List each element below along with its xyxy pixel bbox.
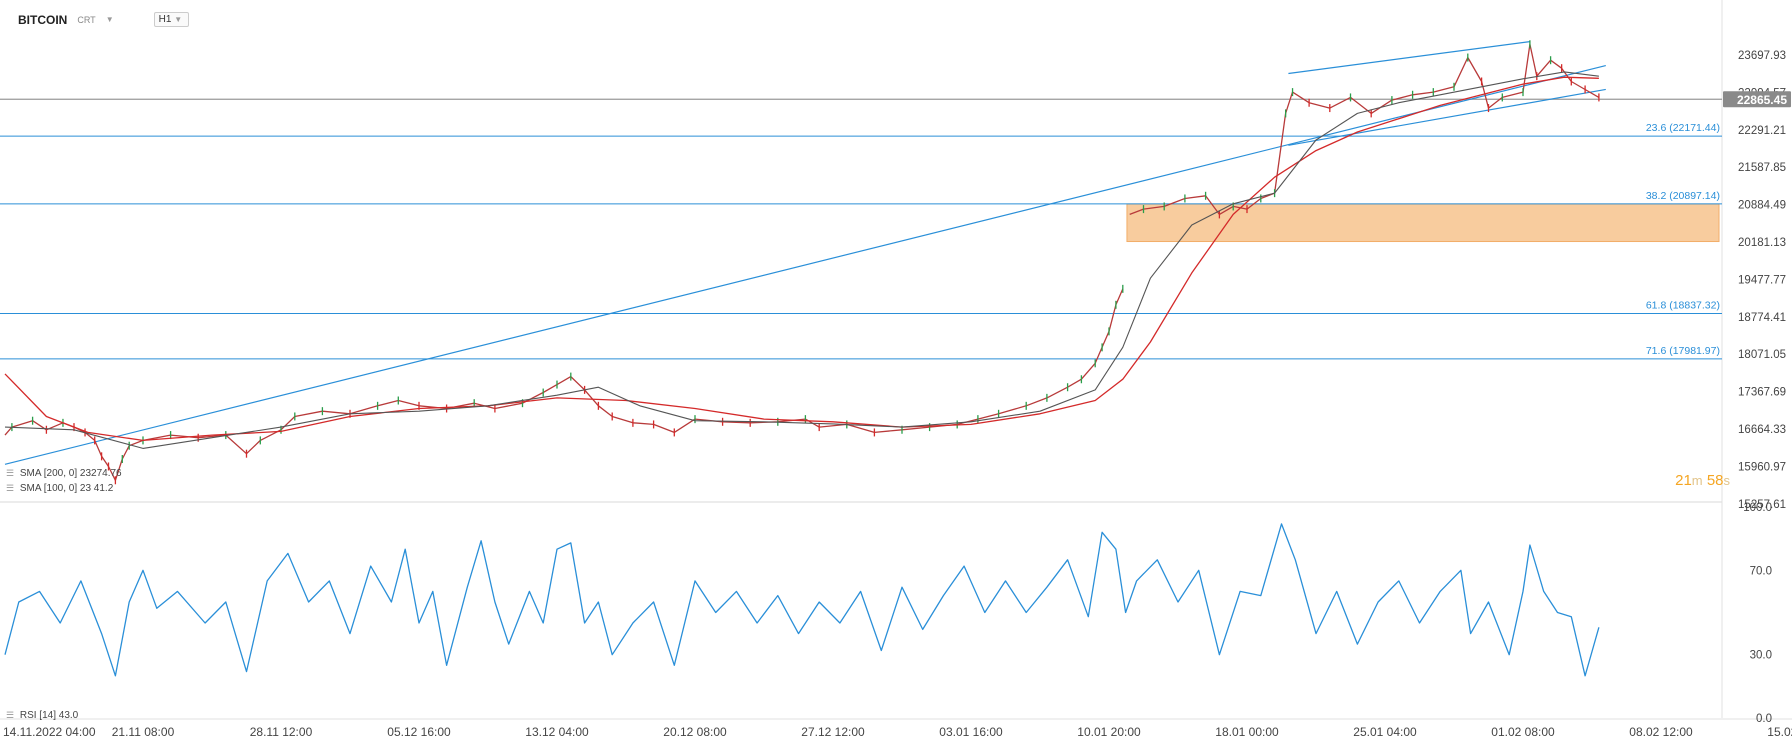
time-tick-label: 10.01 20:00 — [1077, 725, 1141, 739]
time-tick-label: 21.11 08:00 — [112, 725, 175, 739]
time-tick-label: 01.02 08:00 — [1491, 725, 1555, 739]
timeframe-dropdown-icon: ▼ — [174, 15, 183, 24]
rsi-line — [4, 523, 1600, 677]
trendline — [1288, 41, 1530, 75]
price-tick-label: 17367.69 — [1738, 387, 1786, 399]
time-tick-label: 28.11 12:00 — [250, 725, 313, 739]
symbol-name[interactable]: BITCOIN — [18, 12, 68, 27]
price-tick-label: 22291.21 — [1738, 125, 1786, 137]
fib-label: 71.6 (17981.97) — [1646, 345, 1720, 357]
trendline — [4, 64, 1606, 465]
current-price-badge — [1723, 91, 1791, 108]
indicator-list-icon: ☰ — [6, 483, 15, 493]
timer-s-unit: s — [1723, 473, 1731, 488]
symbol-dropdown-icon[interactable]: ▼ — [105, 15, 114, 24]
rsi-legend-label: RSI [14] 43.0 — [19, 710, 79, 721]
timer-minutes: 21 — [1675, 472, 1692, 489]
fib-label: 23.6 (22171.44) — [1646, 122, 1720, 134]
time-tick-label: 05.12 16:00 — [387, 725, 451, 739]
time-tick-label: 20.12 08:00 — [663, 725, 727, 739]
time-tick-label: 03.01 16:00 — [939, 725, 1003, 739]
rsi-tick-label: 30.0 — [1750, 650, 1772, 662]
timeframe-label: H1 — [158, 14, 172, 25]
time-tick-label: 15.02 10:00 — [1767, 725, 1792, 739]
sma200-legend-label: SMA [200, 0] 23274.76 — [19, 468, 122, 479]
sma100-line — [4, 71, 1599, 449]
sma200-legend[interactable]: ☰ SMA [200, 0] 23274.76 — [6, 468, 122, 479]
trendline — [1288, 88, 1606, 146]
sma100-legend-label: SMA [100, 0] 23 41.2 — [19, 483, 114, 494]
price-tick-label: 18774.41 — [1738, 312, 1786, 324]
sma100-legend[interactable]: ☰ SMA [100, 0] 23 41.2 — [6, 483, 113, 494]
price-tick-label: 19477.77 — [1738, 274, 1786, 286]
time-tick-label: 13.12 04:00 — [525, 725, 589, 739]
price-tick-label: 16664.33 — [1738, 424, 1786, 436]
fib-label: 38.2 (20897.14) — [1646, 190, 1720, 202]
price-tick-label: 21587.85 — [1738, 162, 1786, 174]
symbol-sub: CRT — [77, 14, 96, 25]
rsi-tick-label: 0.0 — [1756, 713, 1772, 725]
time-tick-label: 14.11.2022 04:00 — [3, 725, 96, 739]
candle-timer: 21m 58s — [1675, 472, 1730, 489]
price-tick-label: 20884.49 — [1738, 200, 1786, 212]
price-series — [4, 288, 1124, 481]
price-tick-label: 15257.61 — [1738, 499, 1786, 511]
sma200-line — [4, 76, 1599, 442]
fib-label: 61.8 (18837.32) — [1646, 299, 1720, 311]
price-tick-label: 20181.13 — [1738, 237, 1786, 249]
indicator-list-icon: ☰ — [6, 710, 15, 720]
rsi-tick-label: 100.0 — [1743, 502, 1772, 514]
timeframe-select[interactable]: H1 ▼ — [153, 12, 190, 27]
time-tick-label: 18.01 00:00 — [1215, 725, 1279, 739]
timer-m-unit: m — [1691, 473, 1703, 488]
rsi-legend[interactable]: ☰ RSI [14] 43.0 — [6, 710, 78, 721]
indicator-list-icon: ☰ — [6, 468, 15, 478]
price-tick-label: 23697.93 — [1738, 50, 1786, 62]
time-tick-label: 25.01 04:00 — [1353, 725, 1417, 739]
timer-seconds: 58 — [1706, 472, 1724, 489]
chart-header: BITCOIN CRT ▼ H1 ▼ — [18, 12, 190, 27]
price-tick-label: 15960.97 — [1738, 461, 1786, 473]
current-price-label: 22865.45 — [1737, 93, 1787, 107]
rsi-tick-label: 70.0 — [1750, 565, 1772, 577]
time-tick-label: 08.02 12:00 — [1629, 725, 1693, 739]
price-tick-label: 18071.05 — [1738, 349, 1786, 361]
time-tick-label: 27.12 12:00 — [801, 725, 865, 739]
